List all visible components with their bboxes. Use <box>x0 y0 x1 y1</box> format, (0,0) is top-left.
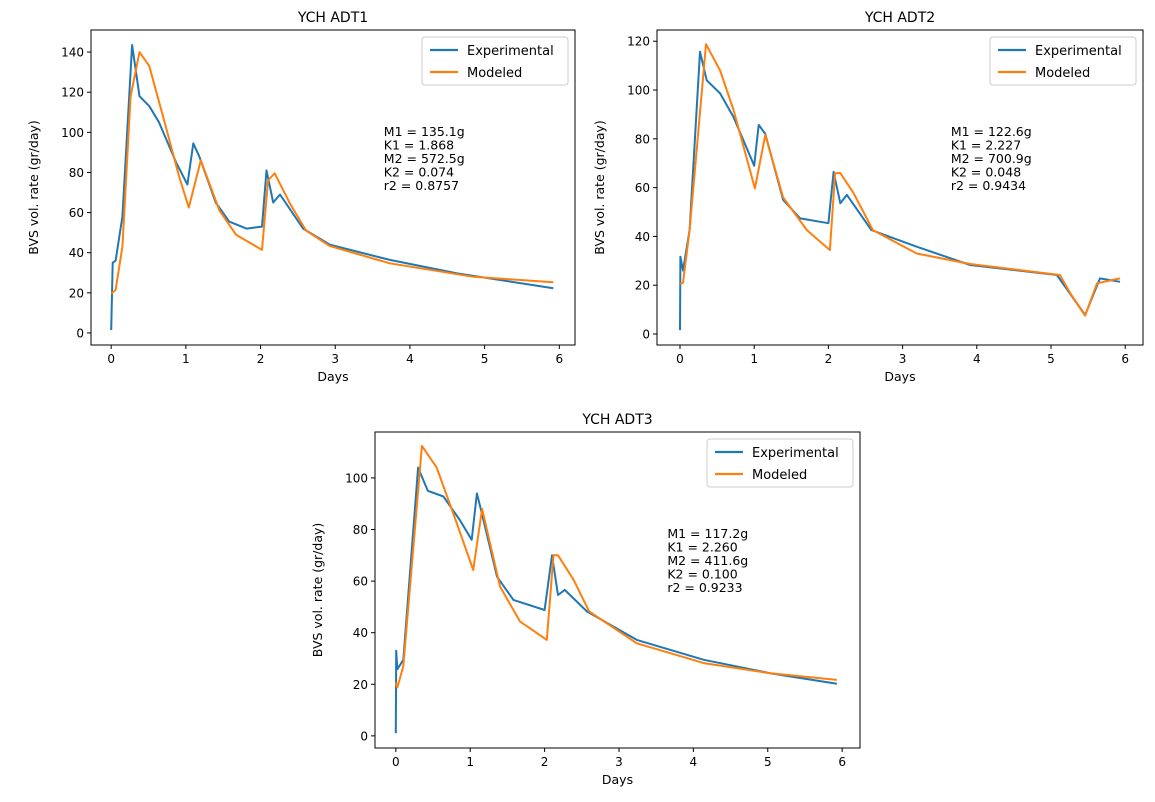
fit-parameter: K2 = 0.074 <box>384 165 454 180</box>
y-tick-label: 100 <box>627 84 650 98</box>
fit-parameter: M1 = 117.2g <box>667 526 748 541</box>
x-axis-label: Days <box>602 772 633 787</box>
y-tick-label: 120 <box>627 35 650 49</box>
y-tick-label: 40 <box>635 230 650 244</box>
x-tick-label: 3 <box>899 352 907 366</box>
legend: Experimental Modeled <box>989 36 1137 86</box>
fit-parameter: K1 = 2.260 <box>667 540 737 555</box>
x-axis-label: Days <box>884 369 915 384</box>
fit-parameter: r2 = 0.9434 <box>951 178 1026 193</box>
y-tick-label: 20 <box>635 279 650 293</box>
legend-label: Experimental <box>752 446 839 461</box>
y-tick-label: 80 <box>69 166 84 180</box>
y-tick-label: 0 <box>76 326 84 340</box>
chart-title: YCH ADT3 <box>581 412 652 428</box>
legend-label: Modeled <box>752 468 807 483</box>
plot-frame <box>90 29 576 346</box>
x-tick-label: 4 <box>406 352 414 366</box>
series-line-experimental <box>394 466 838 734</box>
x-tick-label: 4 <box>690 755 698 769</box>
x-axis-label: Days <box>317 369 348 384</box>
fit-parameter: M2 = 572.5g <box>384 151 465 166</box>
y-tick-label: 60 <box>635 181 650 195</box>
x-tick-label: 4 <box>973 352 981 366</box>
x-tick-label: 5 <box>764 755 772 769</box>
x-tick-label: 1 <box>182 352 190 366</box>
fit-parameter: r2 = 0.9233 <box>667 580 742 595</box>
x-tick-label: 5 <box>1047 352 1055 366</box>
y-tick-label: 40 <box>69 246 84 260</box>
x-tick-label: 2 <box>257 352 265 366</box>
x-tick-label: 2 <box>541 755 549 769</box>
x-tick-label: 0 <box>107 352 115 366</box>
y-tick-label: 80 <box>635 132 650 146</box>
x-tick-label: 0 <box>392 755 400 769</box>
x-tick-label: 2 <box>825 352 833 366</box>
y-tick-label: 140 <box>61 46 84 60</box>
x-tick-label: 3 <box>615 755 623 769</box>
x-tick-label: 1 <box>466 755 474 769</box>
series-line-modeled <box>679 43 1121 317</box>
legend: Experimental Modeled <box>421 36 569 86</box>
y-axis-label: BVS vol. rate (gr/day) <box>26 120 41 255</box>
fit-parameter: K1 = 2.227 <box>951 138 1021 153</box>
y-tick-label: 20 <box>69 286 84 300</box>
legend-box <box>421 36 569 86</box>
chart-title: YCH ADT1 <box>297 10 368 26</box>
series-line-modeled <box>394 444 837 689</box>
fit-parameter: M2 = 700.9g <box>951 151 1032 166</box>
x-tick-label: 6 <box>1121 352 1129 366</box>
plot-frame <box>374 431 861 749</box>
y-tick-label: 20 <box>353 678 368 692</box>
x-tick-label: 5 <box>481 352 489 366</box>
x-tick-label: 0 <box>676 352 684 366</box>
fit-parameter: M1 = 135.1g <box>384 124 465 139</box>
x-tick-label: 6 <box>555 352 563 366</box>
y-axis-label: BVS vol. rate (gr/day) <box>310 523 325 658</box>
series-line-experimental <box>679 50 1121 331</box>
y-tick-label: 0 <box>360 729 368 743</box>
series-line-modeled <box>110 51 554 295</box>
y-axis-label: BVS vol. rate (gr/day) <box>592 120 607 255</box>
legend-label: Experimental <box>1035 44 1122 59</box>
chart-title: YCH ADT2 <box>864 10 935 26</box>
y-tick-label: 80 <box>353 523 368 537</box>
fit-parameter: K2 = 0.048 <box>951 165 1021 180</box>
legend-label: Modeled <box>1035 66 1090 81</box>
fit-parameter: r2 = 0.8757 <box>384 178 459 193</box>
legend-label: Experimental <box>467 44 554 59</box>
y-tick-label: 60 <box>69 206 84 220</box>
fit-parameter: M2 = 411.6g <box>667 553 748 568</box>
x-tick-label: 6 <box>838 755 846 769</box>
legend-box <box>989 36 1137 86</box>
legend: Experimental Modeled <box>706 438 854 488</box>
fit-parameter: M1 = 122.6g <box>951 124 1032 139</box>
y-tick-label: 60 <box>353 575 368 589</box>
y-tick-label: 120 <box>61 86 84 100</box>
y-tick-label: 100 <box>61 126 84 140</box>
x-tick-label: 1 <box>750 352 758 366</box>
y-tick-label: 100 <box>345 471 368 485</box>
x-tick-label: 3 <box>331 352 339 366</box>
series-line-experimental <box>110 44 554 331</box>
legend-label: Modeled <box>467 66 522 81</box>
y-tick-label: 40 <box>353 626 368 640</box>
y-tick-label: 0 <box>642 328 650 342</box>
fit-parameter: K1 = 1.868 <box>384 138 454 153</box>
legend-box <box>706 438 854 488</box>
fit-parameter: K2 = 0.100 <box>667 567 737 582</box>
